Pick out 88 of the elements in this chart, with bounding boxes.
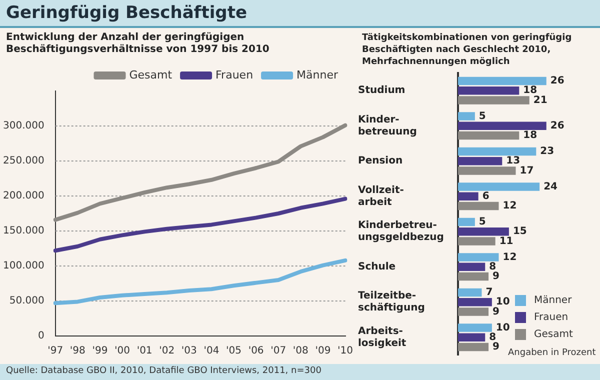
x-tick-label: '97 — [48, 346, 64, 357]
y-tick-label: 300.000 — [2, 120, 44, 132]
data-label: 18 — [523, 130, 538, 142]
x-tick-label: '98 — [70, 346, 86, 357]
y-tick-label: Kinderbetreu- ungsgeldbezug — [358, 220, 444, 244]
data-label: 9 — [492, 271, 500, 282]
data-label: 10 — [496, 322, 510, 334]
bar — [458, 262, 486, 271]
bar — [458, 218, 475, 226]
data-label: 6 — [482, 190, 490, 202]
bar — [458, 131, 520, 140]
data-label: 10 — [496, 296, 510, 308]
y-tick-label: Kinder- betreuung — [358, 114, 417, 138]
x-tick-label: '06 — [248, 346, 264, 357]
legend-label: Gesamt — [129, 68, 173, 82]
bar — [458, 272, 489, 281]
bar — [458, 182, 540, 191]
x-tick-label: '02 — [159, 346, 175, 357]
legend-label: Frauen — [216, 68, 254, 82]
x-tick-label: '07 — [270, 346, 286, 357]
y-tick-label: 200.000 — [2, 190, 44, 202]
annotation: Angaben in Prozent — [508, 348, 596, 358]
y-tick-label: Vollzeit- arbeit — [358, 184, 404, 208]
data-label: 11 — [499, 236, 514, 247]
y-tick-label: Pension — [358, 156, 403, 167]
bar — [458, 342, 489, 352]
bar — [458, 333, 486, 342]
chart-title: Tätigkeitskombinationen von geringfügig Beschäftigten nach Geschlecht 2010, Mehrfachnennungen möglich — [362, 32, 573, 68]
bar — [458, 228, 509, 236]
y-tick-label: 0 — [38, 330, 44, 342]
bar — [458, 202, 499, 210]
legend-label: Männer — [296, 68, 338, 82]
x-tick-label: '08 — [292, 346, 308, 357]
x-tick-label: '09 — [315, 346, 331, 357]
x-tick-label: '10 — [338, 346, 354, 357]
data-label: 26 — [550, 76, 564, 87]
bar — [458, 86, 520, 95]
x-tick-label: '99 — [92, 346, 108, 357]
data-label: 9 — [492, 306, 500, 318]
bar — [458, 324, 492, 332]
bar — [458, 122, 546, 130]
bar — [458, 76, 546, 86]
data-label: 5 — [478, 216, 486, 228]
x-tick-label: '03 — [181, 346, 197, 357]
legend-label: Gesamt — [534, 329, 573, 340]
data-label: 15 — [512, 226, 527, 238]
data-label: 23 — [540, 146, 554, 158]
y-tick-label: 250.000 — [2, 156, 44, 167]
data-label: 21 — [533, 94, 548, 106]
legend-label: Frauen — [534, 312, 568, 323]
bar — [458, 253, 499, 262]
legend-label: Männer — [534, 295, 572, 306]
data-label: 8 — [489, 261, 496, 272]
data-label: 5 — [478, 110, 486, 122]
data-label: 13 — [506, 156, 520, 167]
data-label: 8 — [489, 332, 496, 343]
bar — [458, 96, 530, 104]
bar — [458, 237, 496, 246]
bar — [458, 298, 492, 306]
y-tick-label: Schule — [358, 261, 396, 272]
data-label: 24 — [544, 181, 558, 192]
x-tick-label: '04 — [204, 346, 220, 357]
y-tick-label: 50.000 — [9, 296, 44, 307]
data-label: 7 — [486, 287, 493, 298]
y-tick-label: 150.000 — [2, 226, 44, 237]
x-tick-label: '00 — [114, 346, 130, 357]
data-label: 12 — [502, 252, 517, 263]
chart-title: Geringfügig Beschäftigte — [0, 0, 600, 26]
data-label: 9 — [492, 342, 500, 353]
x-tick-label: '01 — [136, 346, 152, 357]
y-tick-label: Arbeits- losigkeit — [358, 326, 406, 349]
y-tick-label: 100.000 — [2, 260, 44, 272]
bar — [458, 308, 489, 316]
bar — [458, 288, 482, 297]
data-label: 26 — [550, 120, 564, 132]
data-label: 18 — [523, 85, 538, 96]
data-label: 17 — [520, 165, 534, 176]
bar — [458, 112, 475, 120]
x-tick-label: '05 — [226, 346, 242, 357]
bar — [458, 157, 502, 166]
bar — [458, 166, 516, 175]
data-label: 12 — [502, 200, 517, 212]
bar — [458, 147, 536, 156]
bar — [458, 192, 478, 200]
y-tick-label: Teilzeitbe- schäftigung — [358, 290, 425, 314]
source-note: Quelle: Database GBO II, 2010, Datafile GBO Interviews, 2011, n=300 — [0, 364, 600, 378]
y-tick-label: Studium — [358, 85, 406, 96]
chart-subtitle: Entwicklung der Anzahl der geringfügigen Beschäftigungsverhältnisse von 1997 bis 2010 — [6, 32, 270, 56]
